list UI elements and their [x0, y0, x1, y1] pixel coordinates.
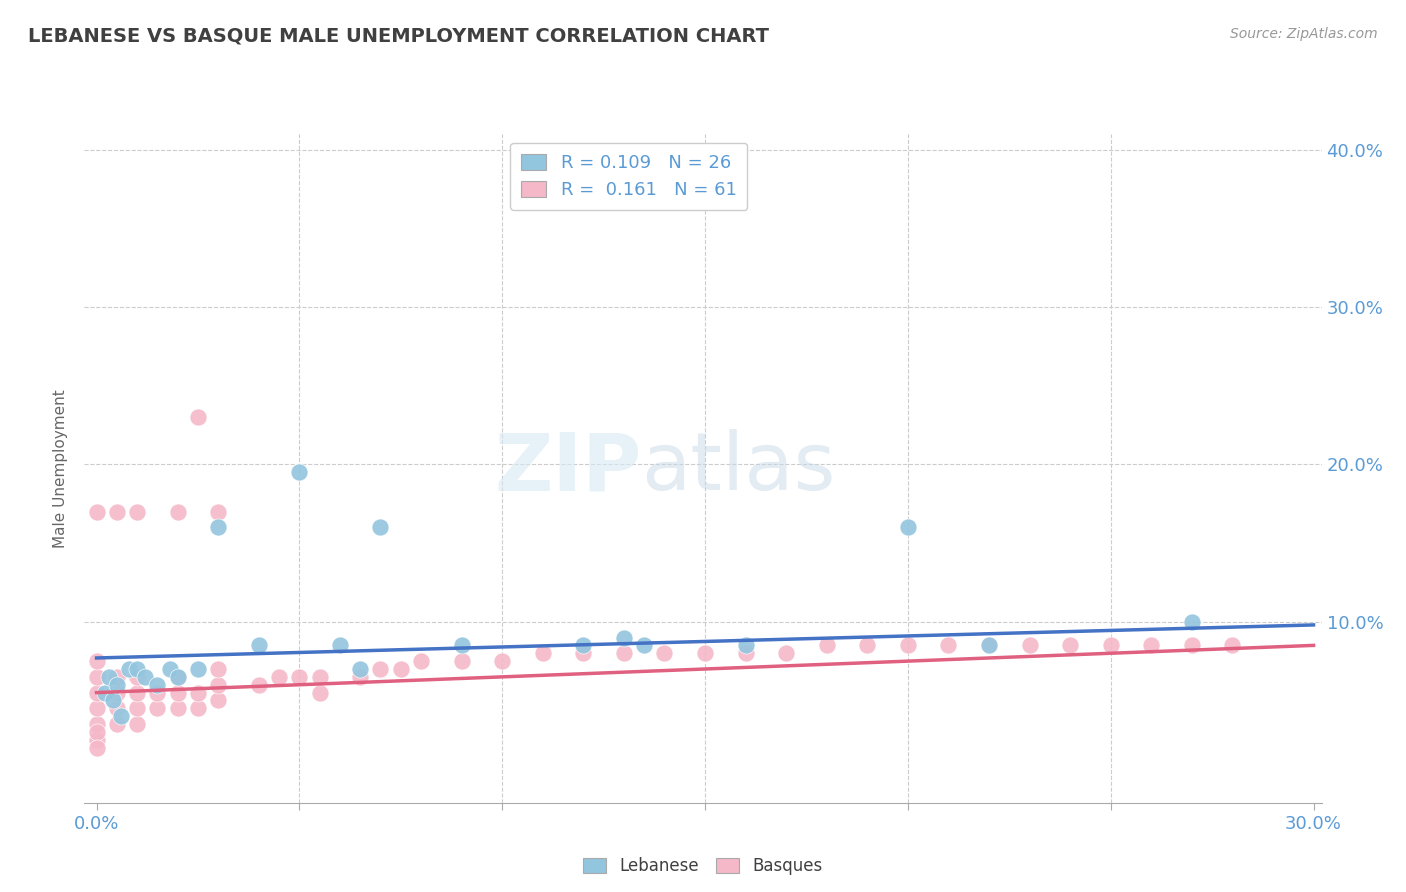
Point [93, 685, 115, 699]
Point [938, 639, 960, 653]
Point [86, 670, 108, 684]
Point [105, 685, 128, 699]
Y-axis label: Male Unemployment: Male Unemployment [53, 389, 69, 548]
Point [166, 505, 188, 519]
Point [207, 693, 229, 707]
Point [86, 732, 108, 747]
Point [572, 646, 595, 660]
Point [815, 639, 838, 653]
Point [187, 662, 209, 676]
Point [349, 670, 371, 684]
Point [1181, 615, 1204, 629]
Point [101, 693, 124, 707]
Point [86, 701, 108, 715]
Text: ZIP: ZIP [494, 429, 641, 508]
Point [491, 654, 513, 668]
Point [134, 670, 156, 684]
Point [308, 670, 330, 684]
Point [897, 639, 920, 653]
Point [1059, 639, 1081, 653]
Point [654, 646, 676, 660]
Point [166, 670, 188, 684]
Point [613, 646, 636, 660]
Text: LEBANESE VS BASQUE MALE UNEMPLOYMENT CORRELATION CHART: LEBANESE VS BASQUE MALE UNEMPLOYMENT COR… [28, 27, 769, 45]
Legend: Lebanese, Basques: Lebanese, Basques [576, 850, 830, 881]
Point [207, 520, 229, 534]
Point [531, 646, 554, 660]
Point [977, 639, 1000, 653]
Point [146, 685, 169, 699]
Point [187, 410, 209, 425]
Point [1222, 639, 1244, 653]
Point [127, 505, 149, 519]
Point [105, 505, 128, 519]
Point [105, 678, 128, 692]
Point [1099, 639, 1122, 653]
Point [450, 639, 472, 653]
Point [613, 631, 636, 645]
Point [127, 717, 149, 731]
Point [86, 685, 108, 699]
Point [105, 701, 128, 715]
Point [247, 678, 270, 692]
Point [856, 639, 879, 653]
Point [86, 654, 108, 668]
Point [86, 725, 108, 739]
Point [349, 662, 371, 676]
Point [127, 701, 149, 715]
Point [308, 685, 330, 699]
Point [734, 639, 756, 653]
Point [105, 670, 128, 684]
Point [329, 639, 352, 653]
Point [1018, 639, 1040, 653]
Point [127, 670, 149, 684]
Point [775, 646, 797, 660]
Point [118, 662, 141, 676]
Point [897, 520, 920, 534]
Point [207, 662, 229, 676]
Point [127, 685, 149, 699]
Point [127, 662, 149, 676]
Point [207, 505, 229, 519]
Point [166, 701, 188, 715]
Point [187, 701, 209, 715]
Point [159, 662, 181, 676]
Text: atlas: atlas [641, 429, 835, 508]
Point [146, 678, 169, 692]
Point [86, 740, 108, 755]
Text: Source: ZipAtlas.com: Source: ZipAtlas.com [1230, 27, 1378, 41]
Point [166, 685, 188, 699]
Point [370, 662, 392, 676]
Point [288, 465, 311, 479]
Point [1181, 639, 1204, 653]
Point [450, 654, 472, 668]
Point [207, 678, 229, 692]
Point [288, 670, 311, 684]
Point [146, 701, 169, 715]
Point [247, 639, 270, 653]
Point [389, 662, 412, 676]
Point [633, 639, 655, 653]
Point [977, 639, 1000, 653]
Point [105, 717, 128, 731]
Point [734, 646, 756, 660]
Point [110, 709, 132, 723]
Point [409, 654, 432, 668]
Point [267, 670, 290, 684]
Point [86, 717, 108, 731]
Point [572, 639, 595, 653]
Point [166, 670, 188, 684]
Point [1140, 639, 1163, 653]
Point [370, 520, 392, 534]
Point [693, 646, 716, 660]
Point [97, 670, 120, 684]
Point [187, 685, 209, 699]
Point [86, 505, 108, 519]
